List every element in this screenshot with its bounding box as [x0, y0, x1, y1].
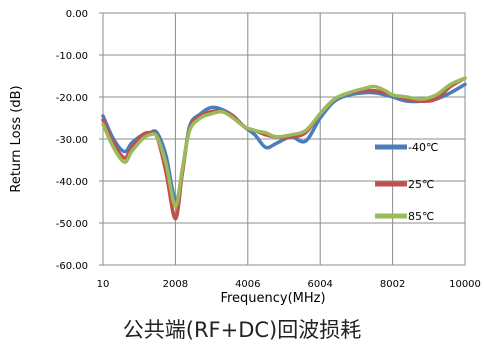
legend-label: 85℃ [408, 210, 434, 223]
x-tick-label: 4006 [235, 279, 260, 290]
grid-lines [99, 12, 466, 266]
legend-label: -40℃ [408, 141, 438, 154]
y-tick-label: -50.00 [56, 219, 88, 230]
x-tick-label: 8002 [380, 279, 405, 290]
x-tick-label: 10 [97, 279, 110, 290]
series-line-2 [101, 76, 467, 208]
x-tick-label: 2008 [163, 279, 188, 290]
y-axis-title: Return Loss (dB) [9, 85, 24, 192]
legend-label: 25℃ [408, 178, 434, 191]
x-axis-title: Frequency(MHz) [220, 291, 325, 306]
y-tick-label: -10.00 [56, 51, 88, 62]
series-lines [101, 76, 467, 221]
y-tick-label: -30.00 [56, 135, 88, 146]
x-tick-label: 6004 [307, 279, 332, 290]
y-tick-label: -60.00 [56, 261, 88, 272]
x-tick-label: 10000 [449, 279, 481, 290]
y-tick-label: -20.00 [56, 93, 88, 104]
x-tick-labels: 10 2008 4006 6004 8002 10000 [97, 279, 481, 290]
figure-caption: 公共端(RF+DC)回波损耗 [122, 318, 362, 342]
y-tick-labels: 0.00 -10.00 -20.00 -30.00 -40.00 -50.00 -60.00 [56, 9, 88, 272]
y-tick-label: -40.00 [56, 177, 88, 188]
y-tick-label: 0.00 [66, 9, 88, 20]
legend: -40℃ 25℃ 85℃ [375, 141, 438, 223]
